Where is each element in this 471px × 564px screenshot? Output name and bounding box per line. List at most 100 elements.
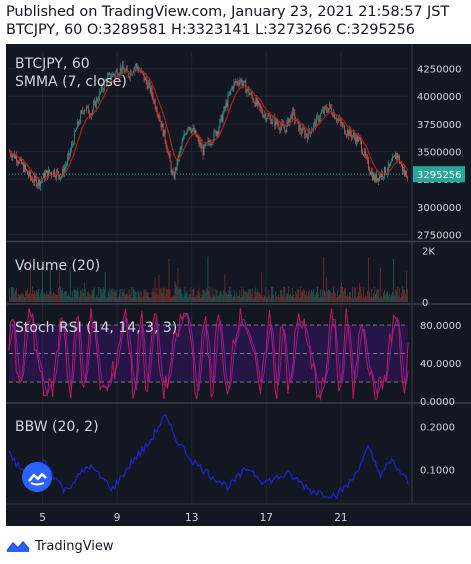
volume-bar [256, 292, 258, 302]
volume-bar [236, 292, 238, 302]
candle-body [89, 115, 91, 117]
candle-body [239, 80, 241, 85]
volume-bar [288, 286, 290, 302]
volume-bar [377, 288, 378, 302]
volume-bar [274, 298, 276, 302]
volume-bar [350, 292, 351, 302]
volume-bar [16, 297, 18, 302]
candle-body [322, 109, 324, 112]
volume-bar [154, 277, 156, 302]
candle-body [180, 146, 182, 150]
volume-bar [295, 291, 297, 302]
volume-bar [221, 293, 223, 302]
bbw-tick-label: 0.2000 [420, 423, 455, 434]
volume-bar [200, 297, 202, 302]
candle-body [140, 70, 142, 72]
volume-bar [136, 297, 138, 302]
candle-body [23, 163, 24, 172]
candle-body [194, 130, 196, 133]
candle-body [145, 77, 147, 82]
volume-bar [394, 295, 395, 302]
volume-bar [243, 288, 245, 302]
volume-bar [66, 296, 68, 302]
volume-bar [116, 298, 118, 302]
candle-body [15, 155, 16, 159]
volume-bar [177, 268, 179, 302]
candle-body [146, 81, 148, 89]
candle-body [321, 111, 323, 114]
candle-body [252, 96, 254, 102]
volume-bar [359, 282, 360, 302]
volume-bar [198, 287, 200, 302]
volume-bar [232, 297, 234, 302]
candle-body [70, 144, 72, 151]
volume-bar [109, 293, 111, 302]
candle-body [40, 181, 41, 187]
candle-body [109, 73, 111, 80]
footer: TradingView [6, 536, 114, 556]
candle-body [296, 119, 298, 122]
volume-bar [40, 290, 42, 302]
volume-bar [364, 298, 365, 302]
candle-body [41, 179, 42, 182]
candle-body [269, 116, 271, 117]
volume-bar [355, 287, 356, 302]
candle-body [306, 133, 308, 136]
volume-bar [285, 296, 287, 302]
candle-body [120, 67, 122, 73]
volume-bar [348, 296, 349, 302]
candle-body [101, 85, 103, 90]
candle-body [267, 115, 269, 119]
candle-body [167, 152, 169, 153]
candle-body [349, 128, 350, 137]
volume-bar [194, 297, 196, 302]
volume-bar [405, 294, 406, 302]
chart-frame[interactable]: 2750000300000032500003500000375000040000… [6, 44, 471, 526]
volume-bar [331, 293, 332, 302]
candle-body [123, 69, 125, 73]
candle-body [247, 88, 249, 90]
volume-bar [267, 296, 269, 302]
candle-body [290, 114, 292, 119]
volume-bar [156, 287, 158, 302]
volume-bar [260, 295, 262, 302]
volume-bar [38, 296, 40, 302]
volume-bar [150, 297, 152, 302]
volume-bar [395, 289, 396, 302]
chart-canvas[interactable]: 2750000300000032500003500000375000040000… [6, 44, 471, 526]
candle-body [62, 168, 63, 177]
candle-body [158, 115, 160, 119]
volume-bar [283, 286, 285, 302]
volume-bar [167, 289, 169, 302]
candle-body [74, 130, 76, 132]
volume-bar [193, 287, 195, 302]
candle-body [329, 104, 331, 109]
candle-body [250, 92, 252, 95]
volume-bar [147, 292, 149, 302]
volume-bar [148, 297, 150, 302]
candle-body [386, 173, 387, 175]
candle-body [223, 107, 225, 114]
volume-bar [386, 292, 387, 302]
volume-bar [121, 289, 123, 302]
volume-bar [400, 297, 401, 302]
volume-bar [255, 287, 257, 302]
volume-bar [68, 296, 70, 302]
volume-bar [135, 291, 137, 302]
candle-body [366, 156, 367, 158]
candle-body [133, 68, 135, 73]
candle-body [401, 163, 402, 165]
candle-body [12, 155, 13, 158]
candle-body [104, 80, 106, 81]
candle-body [30, 171, 31, 178]
candle-body [170, 162, 172, 173]
candle-body [359, 137, 360, 138]
candle-body [188, 127, 190, 128]
volume-bar [176, 287, 178, 302]
candle-body [271, 122, 273, 124]
volume-bar [151, 292, 153, 302]
candle-body [391, 161, 392, 163]
price-tick-label: 3500000 [417, 148, 462, 159]
candle-body [257, 101, 259, 105]
volume-bar [225, 292, 227, 302]
